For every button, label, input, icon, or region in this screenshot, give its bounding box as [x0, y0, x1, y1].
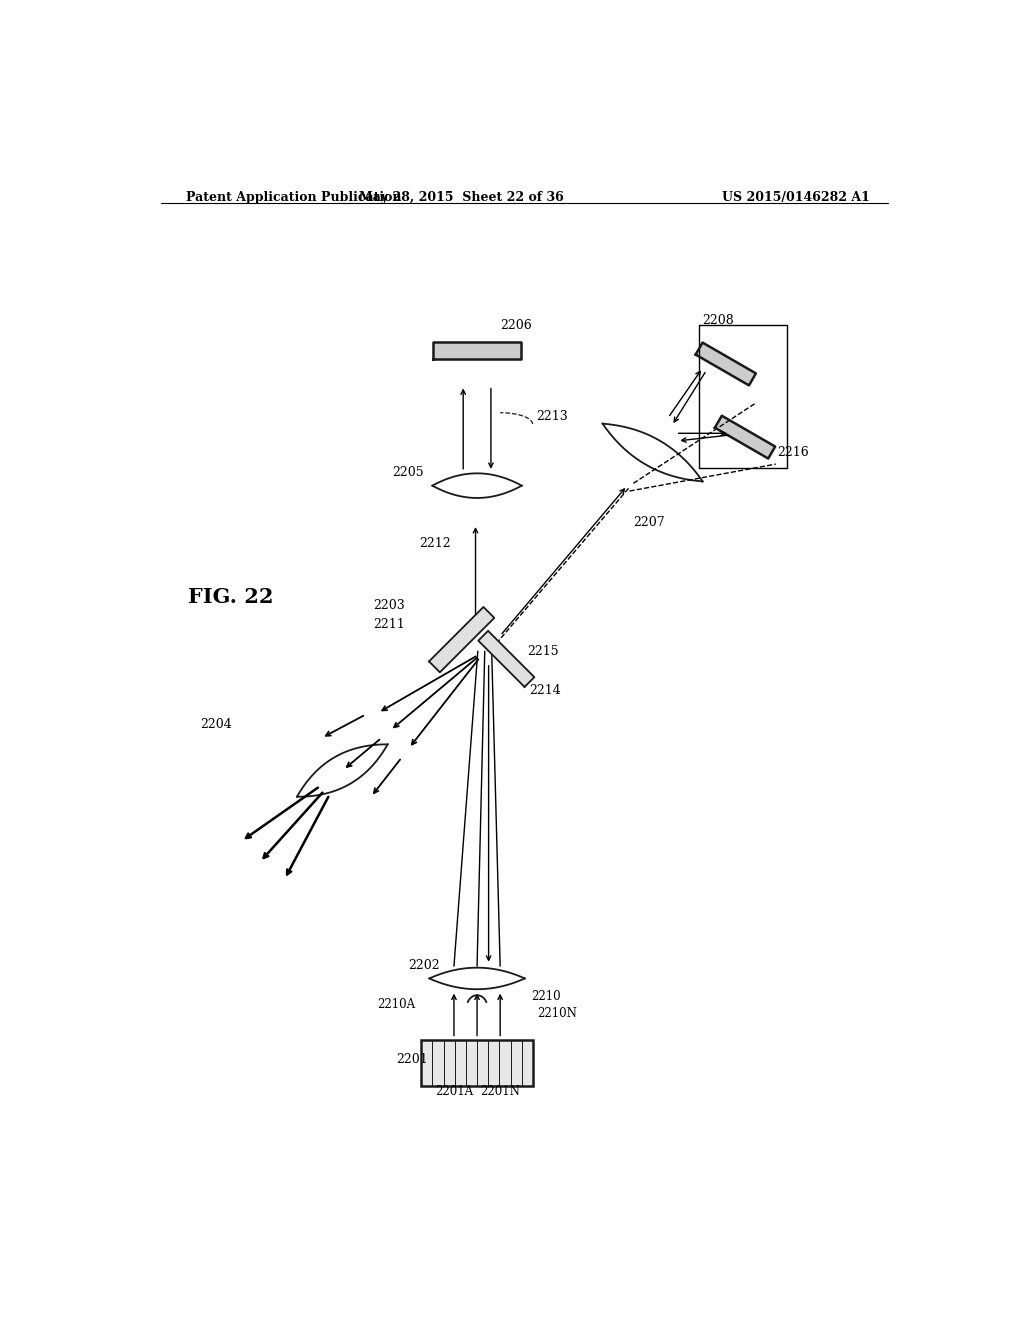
Text: 2214: 2214	[529, 684, 561, 697]
Polygon shape	[715, 416, 775, 458]
Text: 2202: 2202	[408, 960, 439, 973]
Text: 2204: 2204	[200, 718, 231, 731]
Text: 2210A: 2210A	[377, 998, 416, 1011]
Text: Patent Application Publication: Patent Application Publication	[186, 191, 401, 203]
Text: 2206: 2206	[500, 319, 531, 333]
Text: US 2015/0146282 A1: US 2015/0146282 A1	[722, 191, 869, 203]
Polygon shape	[433, 342, 521, 359]
Text: 2215: 2215	[527, 645, 559, 659]
Polygon shape	[695, 343, 756, 385]
Text: 2203: 2203	[373, 599, 404, 612]
Text: 2201N: 2201N	[480, 1085, 520, 1098]
Text: 2213: 2213	[537, 411, 568, 424]
Polygon shape	[429, 607, 495, 672]
Text: 2205: 2205	[392, 466, 424, 479]
Text: 2208: 2208	[702, 314, 734, 327]
Text: 2201: 2201	[396, 1053, 428, 1065]
Text: 2211: 2211	[373, 618, 404, 631]
Text: FIG. 22: FIG. 22	[188, 587, 273, 607]
Text: 2212: 2212	[419, 537, 451, 550]
Text: 2201A: 2201A	[435, 1085, 473, 1098]
Text: May 28, 2015  Sheet 22 of 36: May 28, 2015 Sheet 22 of 36	[359, 191, 564, 203]
Text: 2210N: 2210N	[538, 1007, 577, 1020]
Text: 2210: 2210	[531, 990, 560, 1003]
Text: 2216: 2216	[777, 446, 809, 459]
Polygon shape	[478, 631, 535, 686]
Bar	[421, 1040, 532, 1086]
Text: 2207: 2207	[634, 516, 665, 529]
